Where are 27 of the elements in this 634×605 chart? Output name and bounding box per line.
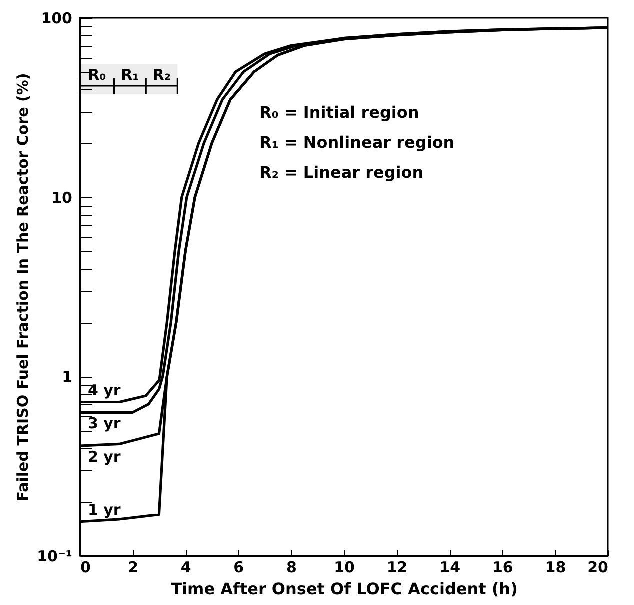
- x-tick-label: 16: [492, 558, 514, 576]
- y-tick-label: 10: [52, 188, 72, 207]
- band-label: R₁: [121, 66, 140, 84]
- x-tick-label: 14: [440, 558, 461, 576]
- x-tick-label: 8: [286, 558, 297, 576]
- x-tick-label: 0: [80, 558, 91, 576]
- annotation: R₁ = Nonlinear region: [260, 133, 455, 152]
- y-tick-label: 1: [62, 368, 72, 386]
- band-label: R₂: [152, 66, 171, 84]
- annotation: R₂ = Linear region: [260, 163, 424, 182]
- series-label: 4 yr: [88, 381, 122, 400]
- y-tick-label: 10⁻¹: [37, 548, 72, 566]
- series-label: 1 yr: [88, 500, 122, 519]
- x-tick-label: 6: [234, 558, 244, 576]
- x-tick-label: 20: [588, 558, 608, 576]
- series-label: 3 yr: [88, 414, 122, 433]
- x-tick-label: 4: [180, 558, 192, 576]
- x-tick-label: 12: [386, 558, 408, 576]
- x-axis-title: Time After Onset Of LOFC Accident (h): [171, 580, 518, 598]
- series-label: 2 yr: [88, 448, 122, 466]
- y-tick-label: 100: [41, 10, 72, 28]
- x-tick-label: 18: [545, 558, 566, 576]
- band-label: R₀: [88, 66, 106, 84]
- x-tick-label: 2: [128, 558, 139, 576]
- y-axis-title: Failed TRISO Fuel Fraction In The Reactor Core (%): [14, 73, 32, 502]
- annotation: R₀ = Initial region: [260, 103, 420, 122]
- x-tick-label: 10: [334, 558, 355, 576]
